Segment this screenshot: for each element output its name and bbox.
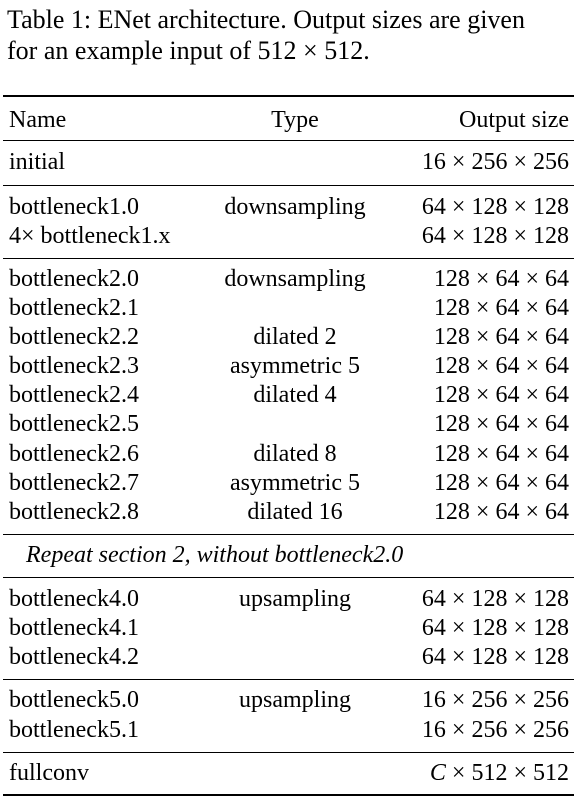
row-type: downsampling <box>224 194 366 220</box>
top-rule <box>3 95 574 97</box>
section-rule <box>3 185 574 186</box>
row-type: dilated 2 <box>253 324 337 350</box>
row-name: bottleneck4.2 <box>9 644 139 670</box>
header-name: Name <box>9 107 67 133</box>
row-output: 128 × 64 × 64 <box>433 411 569 437</box>
header-output: Output size <box>459 107 569 133</box>
row-type: dilated 8 <box>253 441 337 467</box>
row-output: 128 × 64 × 64 <box>433 499 569 525</box>
row-output: C × 512 × 512 <box>430 759 569 787</box>
row-name: 4× bottleneck1.x <box>9 223 171 249</box>
row-type: asymmetric 5 <box>230 353 360 379</box>
row-name: bottleneck5.0 <box>9 687 139 713</box>
row-output: 64 × 128 × 128 <box>421 194 569 220</box>
header-type: Type <box>271 107 319 133</box>
row-name: bottleneck2.3 <box>9 353 139 379</box>
row-type: dilated 16 <box>247 499 343 525</box>
row-name: bottleneck2.2 <box>9 324 139 350</box>
row-type: asymmetric 5 <box>230 470 360 496</box>
output-channel-symbol: C <box>429 760 446 786</box>
section-rule <box>3 752 574 753</box>
row-name: bottleneck4.0 <box>9 586 139 612</box>
row-name: bottleneck2.5 <box>9 411 139 437</box>
row-type: downsampling <box>224 266 366 292</box>
row-output: 128 × 64 × 64 <box>433 266 569 292</box>
section-rule <box>3 534 574 535</box>
table-caption: Table 1: ENet architecture. Output sizes… <box>7 4 573 66</box>
row-type: upsampling <box>239 586 351 612</box>
row-output: 64 × 128 × 128 <box>421 223 569 249</box>
row-output: 16 × 256 × 256 <box>421 717 569 743</box>
section-rule <box>3 577 574 578</box>
section-rule <box>3 258 574 259</box>
row-name: fullconv <box>9 760 89 786</box>
row-output: 128 × 64 × 64 <box>433 295 569 321</box>
row-type: upsampling <box>239 687 351 713</box>
row-name: bottleneck4.1 <box>9 615 139 641</box>
row-name: bottleneck2.4 <box>9 382 139 408</box>
row-name: bottleneck2.0 <box>9 266 139 292</box>
row-output: 128 × 64 × 64 <box>433 382 569 408</box>
row-output: 128 × 64 × 64 <box>433 353 569 379</box>
caption-line-1: Table 1: ENet architecture. Output sizes… <box>7 5 525 34</box>
row-name: initial <box>9 149 65 175</box>
row-output: 64 × 128 × 128 <box>421 644 569 670</box>
row-type: dilated 4 <box>253 382 337 408</box>
row-name: bottleneck2.1 <box>9 295 139 321</box>
repeat-note: Repeat section 2, without bottleneck2.0 <box>26 542 404 568</box>
row-name: bottleneck2.7 <box>9 470 139 496</box>
row-name: bottleneck5.1 <box>9 717 139 743</box>
row-name: bottleneck2.8 <box>9 499 139 525</box>
row-output: 16 × 256 × 256 <box>421 687 569 713</box>
output-dims: × 512 × 512 <box>445 760 569 786</box>
row-name: bottleneck2.6 <box>9 441 139 467</box>
row-output: 128 × 64 × 64 <box>433 324 569 350</box>
row-output: 128 × 64 × 64 <box>433 470 569 496</box>
caption-line-2: for an example input of 512 × 512. <box>7 36 370 65</box>
row-output: 64 × 128 × 128 <box>421 586 569 612</box>
row-name: bottleneck1.0 <box>9 194 139 220</box>
header-rule <box>3 140 574 141</box>
row-output: 16 × 256 × 256 <box>421 149 569 175</box>
section-rule <box>3 679 574 680</box>
row-output: 128 × 64 × 64 <box>433 441 569 467</box>
row-output: 64 × 128 × 128 <box>421 615 569 641</box>
bottom-rule <box>3 794 574 796</box>
